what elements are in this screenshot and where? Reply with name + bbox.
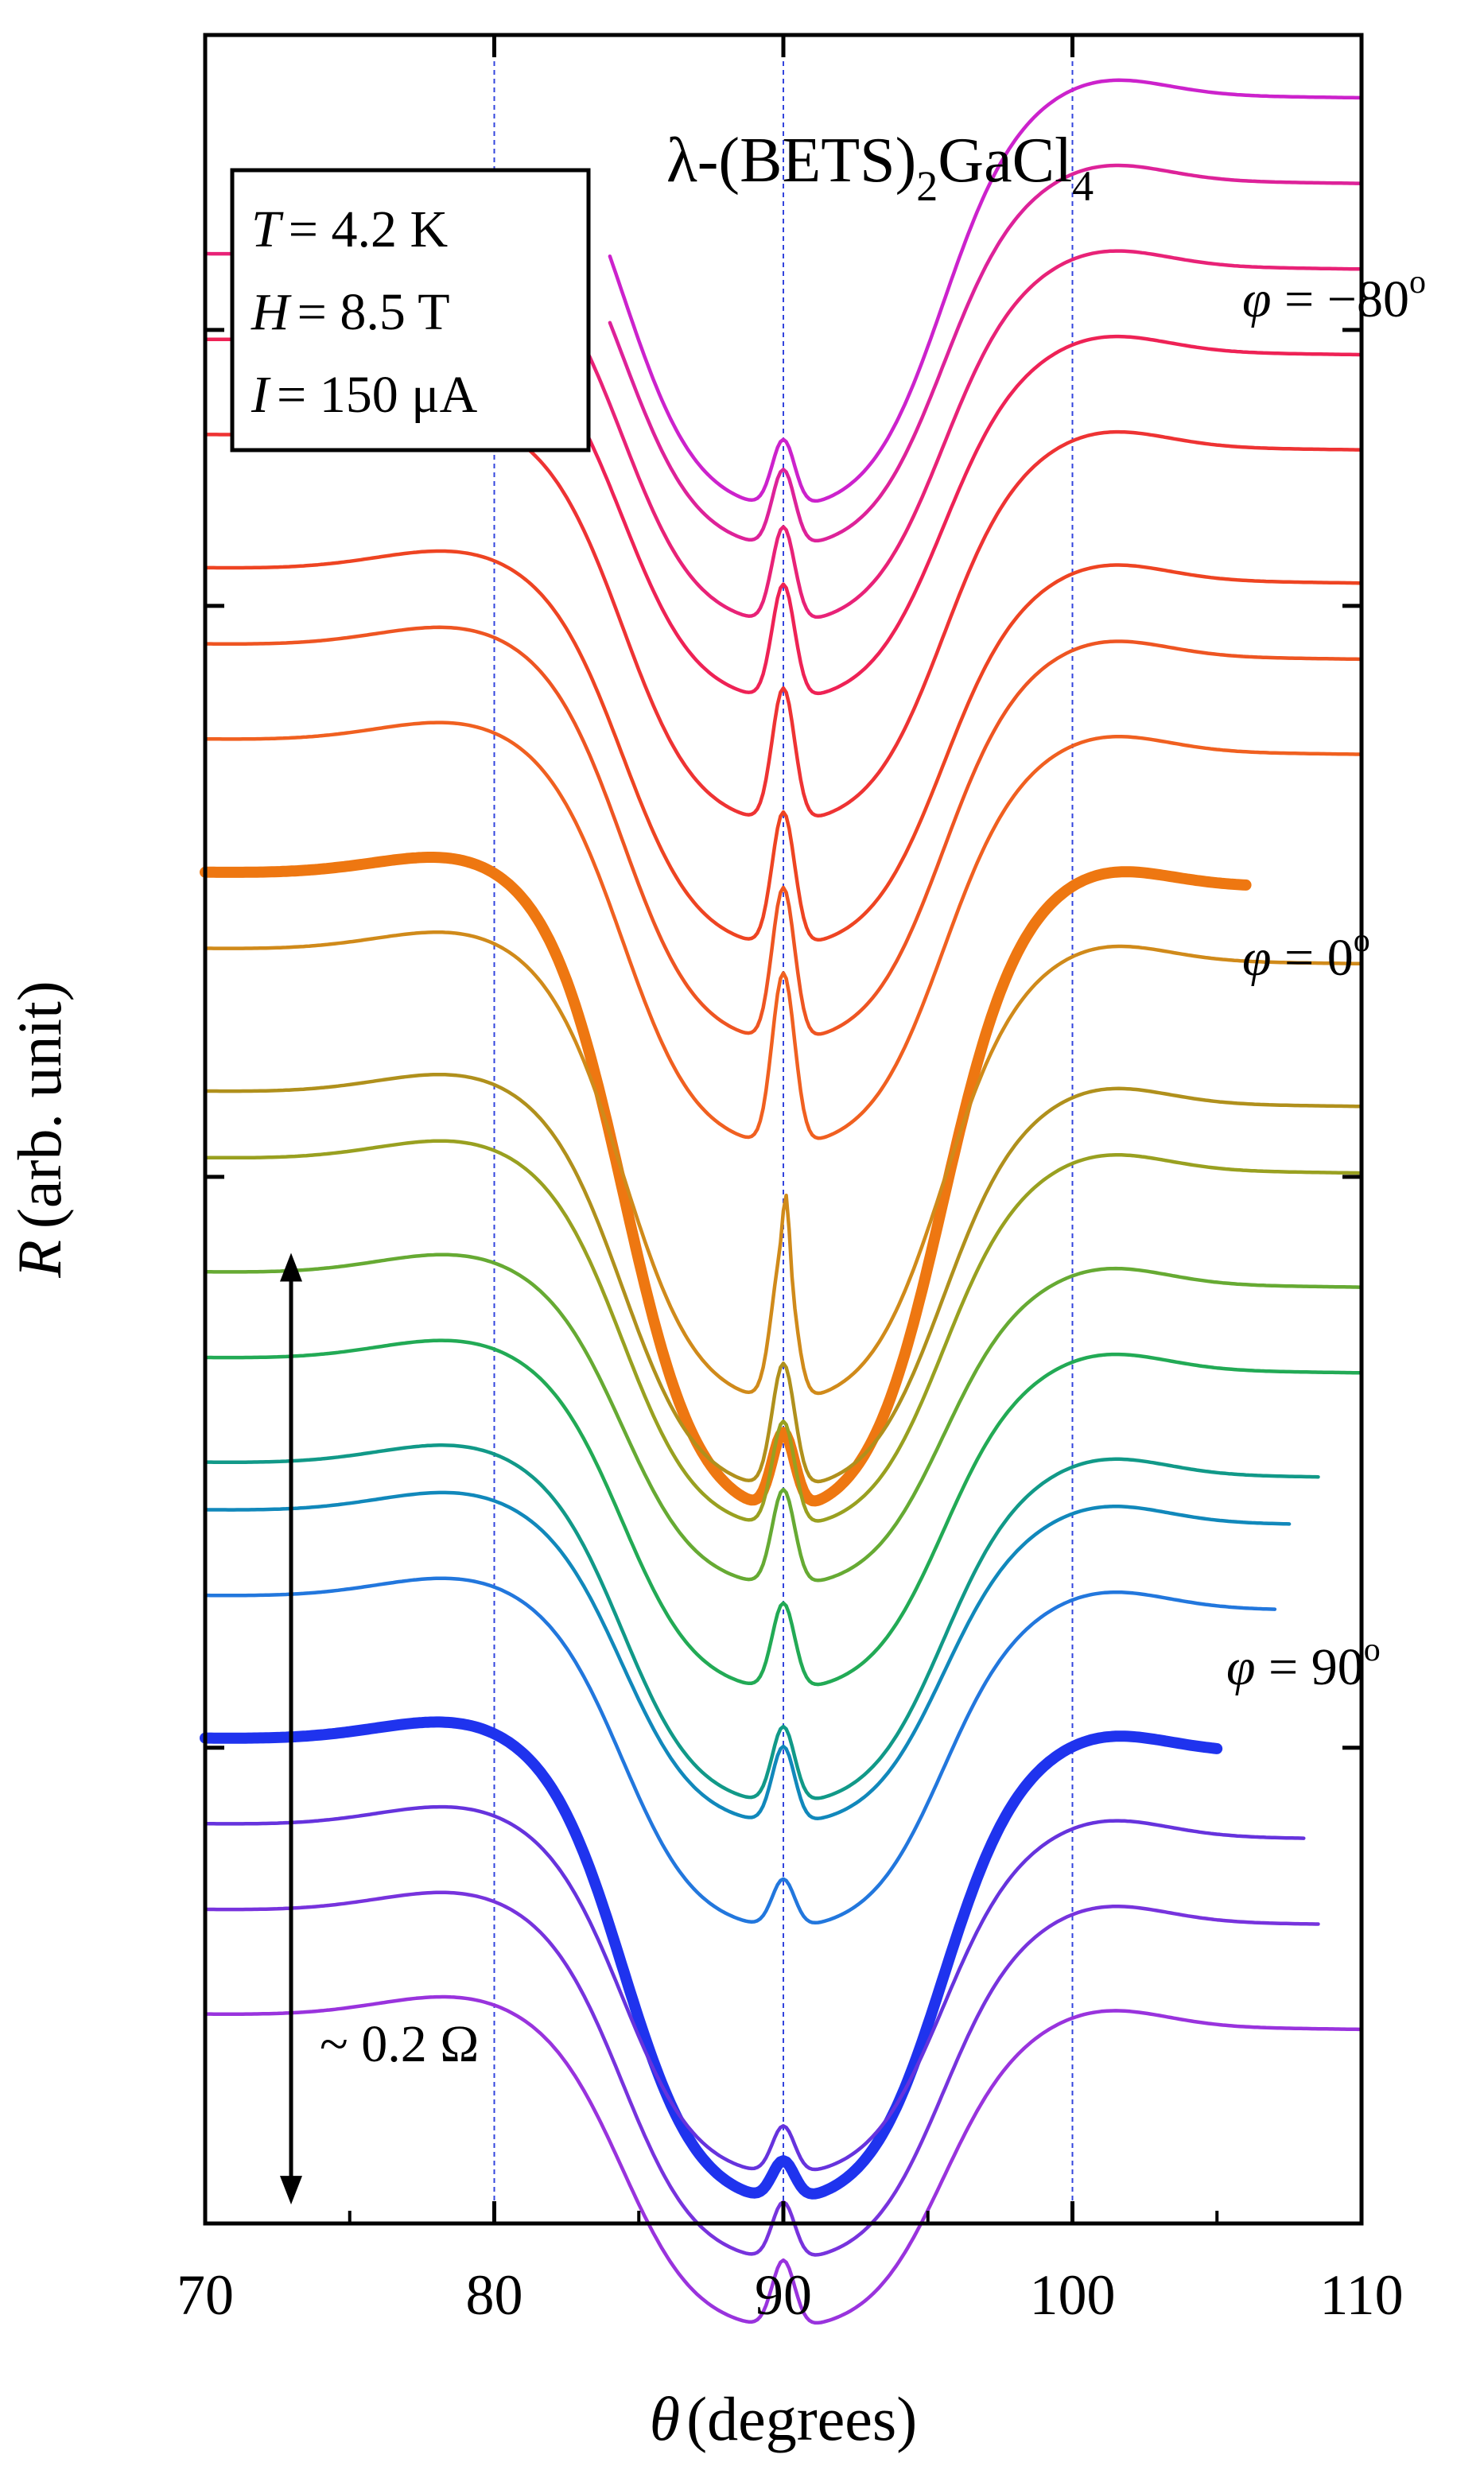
condition-current: I = 150 μA — [251, 366, 478, 424]
series-curve-14 — [203, 1443, 1320, 1800]
series-curve-8 — [200, 852, 1252, 1507]
series-curve-10 — [203, 1072, 1364, 1484]
axis-ticks — [203, 35, 1364, 2223]
condition-field: H = 8.5 T — [251, 283, 450, 341]
x-tick-label-70: 70 — [177, 2263, 234, 2327]
series-curve-16 — [203, 1576, 1277, 1925]
series-curve-15 — [203, 1490, 1292, 1820]
series-curve-19 — [203, 1890, 1320, 2257]
x-tick-label-110: 110 — [1319, 2263, 1403, 2327]
conditions-box: T = 4.2 K H = 8.5 T I = 150 μA — [230, 168, 591, 452]
plot-title: λ-(BETS)2GaCl4 — [666, 126, 1094, 210]
scale-bar: ~ 0.2 Ω — [280, 1252, 479, 2205]
y-axis-title: R(arb. unit) — [5, 981, 74, 1279]
series-curve-1 — [608, 163, 1364, 543]
series-curve-13 — [203, 1338, 1364, 1687]
scale-bar-label: ~ 0.2 Ω — [320, 2015, 479, 2073]
series-label-phi-0: φ = 0o — [1242, 922, 1370, 987]
x-tick-label-80: 80 — [466, 2263, 523, 2327]
series-curve-0 — [608, 78, 1364, 503]
series-curve-20 — [203, 1994, 1364, 2325]
series-curve-11 — [203, 1139, 1364, 1523]
guide-lines — [493, 35, 1074, 2223]
series-curve-17 — [200, 1716, 1223, 2200]
scale-bar-arrow-up — [280, 1252, 302, 1282]
x-axis-title: θ (degrees) — [650, 2384, 917, 2453]
series-curve-6 — [203, 625, 1364, 1036]
conditions-frame — [230, 168, 591, 452]
series-curve-12 — [203, 1252, 1364, 1583]
x-tick-label-90: 90 — [755, 2263, 812, 2327]
condition-temperature: T = 4.2 K — [251, 200, 448, 258]
series-curve-7 — [203, 720, 1364, 1140]
series-curve-9 — [203, 930, 1364, 1396]
series-label-phi-90: φ = 90o — [1226, 1632, 1381, 1696]
scale-bar-arrow-down — [280, 2176, 302, 2205]
series-label-phi-minus80: φ = −80o — [1242, 264, 1426, 328]
x-tick-label-100: 100 — [1030, 2263, 1116, 2327]
series-curve-5 — [203, 549, 1364, 942]
series-curve-18 — [203, 1804, 1306, 2172]
